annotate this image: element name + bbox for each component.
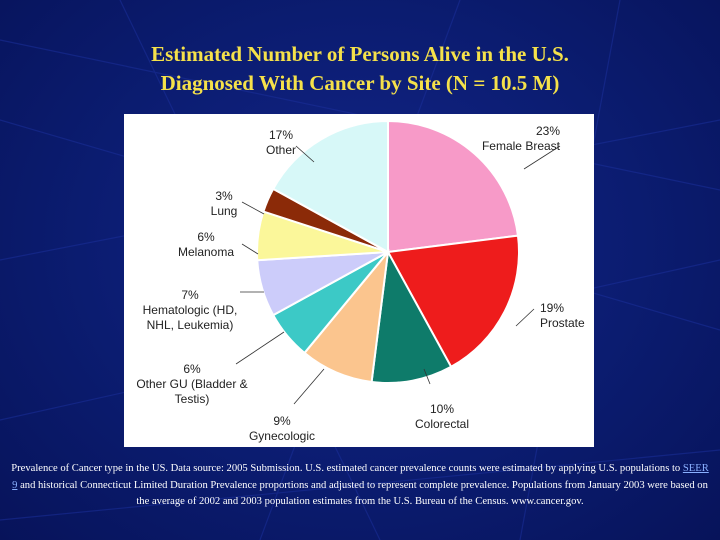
pct-label-female-breast: 23% [536, 124, 560, 138]
leader-line-other [295, 145, 315, 163]
footnote-text-1: Prevalence of Cancer type in the US. Dat… [11, 463, 683, 474]
slice-label-other-gu-bladder-testis: Testis) [175, 392, 210, 406]
seer9-link[interactable]: SEER 9 [12, 463, 709, 491]
leader-line-melanoma [241, 243, 259, 255]
source-footnote: Prevalence of Cancer type in the US. Dat… [8, 461, 712, 511]
slice-label-hematologic-hd-nhl-leukemia: NHL, Leukemia) [147, 318, 234, 332]
slice-label-lung: Lung [211, 204, 238, 218]
leader-line-female-breast [523, 145, 561, 170]
slice-label-gynecologic: Gynecologic [249, 429, 315, 443]
slice-label-melanoma: Melanoma [178, 245, 234, 259]
chart-title-line-2: Diagnosed With Cancer by Site (N = 10.5 … [160, 71, 560, 95]
slice-label-hematologic-hd-nhl-leukemia: Hematologic (HD, [143, 303, 238, 317]
pct-label-prostate: 19% [540, 301, 564, 315]
leader-line-other-gu-bladder-testis [235, 331, 285, 365]
slice-label-female-breast: Female Breast [482, 139, 561, 153]
pie-slice-female-breast [387, 119, 520, 254]
pie-chart-panel: 23% Female Breast 19% Prostate 10% Colorectal… [124, 114, 594, 447]
chart-title: Estimated Number of Persons Alive in the… [0, 40, 720, 98]
pct-label-other-gu-bladder-testis: 6% [183, 362, 201, 376]
pie-chart: 23%Female Breast 19%Prostate 10%Colorectal… [136, 119, 585, 443]
leader-line-colorectal [423, 368, 431, 385]
slice-label-colorectal: Colorectal [415, 417, 469, 431]
chart-title-line-1: Estimated Number of Persons Alive in the… [151, 42, 569, 66]
pie-slice-other [271, 119, 389, 254]
leader-line-lung [241, 201, 265, 215]
leader-line-prostate [515, 308, 535, 327]
slice-label-other-gu-bladder-testis: Other GU (Bladder & [136, 377, 247, 391]
slice-label-other: Other [266, 143, 296, 157]
slice-label-prostate: Prostate [540, 316, 585, 330]
pct-label-colorectal: 10% [430, 402, 454, 416]
pie-slice-prostate [386, 234, 520, 369]
pct-label-melanoma: 6% [197, 230, 215, 244]
pie-slice-colorectal [370, 248, 453, 384]
leader-line-gynecologic [293, 368, 325, 405]
footnote-text-2: and historical Connecticut Limited Durat… [17, 479, 708, 508]
pct-label-lung: 3% [215, 189, 233, 203]
pct-label-hematologic-hd-nhl-leukemia: 7% [181, 288, 199, 302]
pct-label-gynecologic: 9% [273, 414, 291, 428]
pct-label-other: 17% [269, 128, 293, 142]
